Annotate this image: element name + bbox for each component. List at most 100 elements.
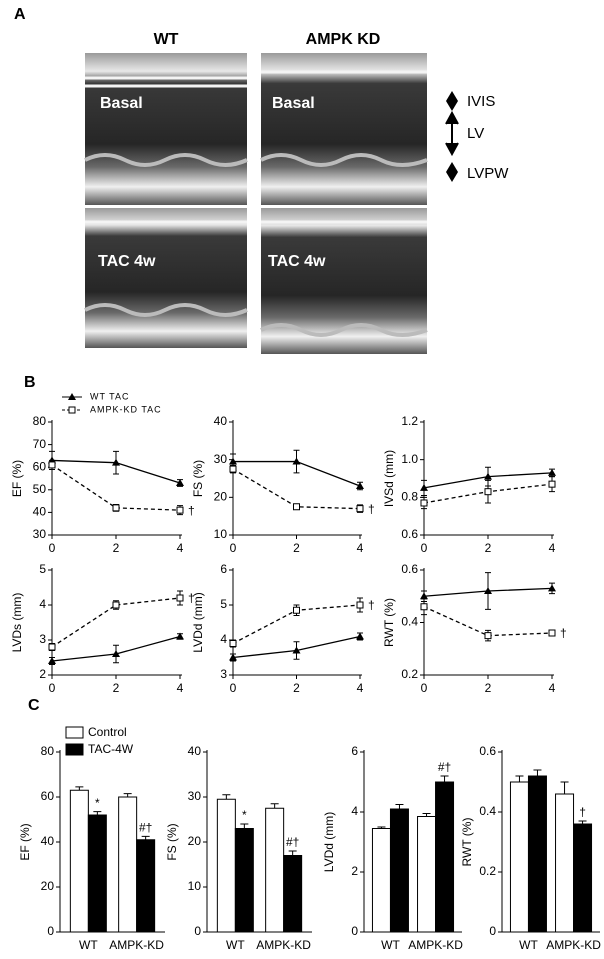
legend-label: TAC-4W: [88, 742, 134, 756]
y-tick-label: 30: [33, 527, 47, 541]
x-tick-label: 0: [49, 681, 56, 695]
bar: [283, 855, 303, 933]
y-tick-label: 80: [41, 744, 55, 758]
x-tick-label: AMPK-KD: [109, 938, 164, 952]
y-axis-label: LVDd (mm): [322, 812, 336, 872]
annotation: *: [95, 796, 100, 810]
marker: [48, 643, 56, 651]
y-tick-label: 0.6: [401, 527, 418, 541]
x-tick-label: 0: [421, 541, 428, 555]
marker: [112, 504, 120, 512]
marker: [112, 458, 120, 466]
y-tick-label: 60: [41, 789, 55, 803]
echo-image: [261, 208, 427, 354]
error-bar: [395, 804, 404, 809]
y-tick-label: 10: [188, 879, 202, 893]
echo-image: [85, 208, 247, 348]
y-axis-label: RWT (%): [460, 818, 474, 867]
marker: [229, 640, 237, 647]
marker: [548, 468, 556, 476]
legend-marker: [68, 406, 76, 414]
echo-key: [445, 91, 459, 182]
y-axis-label: RWT (%): [382, 598, 396, 647]
marker: [229, 465, 237, 473]
panel-label: B: [24, 374, 36, 391]
y-tick-label: 1.0: [401, 452, 418, 466]
marker: [48, 461, 56, 469]
annotation: †: [579, 805, 586, 819]
echo-wave: [84, 153, 428, 337]
x-tick-label: 0: [230, 681, 237, 695]
bar: [118, 796, 138, 933]
bar: [509, 781, 529, 933]
row-label: TAC 4w: [98, 253, 156, 270]
error-bar: [93, 811, 102, 815]
legend-swatch: [65, 743, 84, 756]
y-tick-label: 20: [41, 879, 55, 893]
marker: [484, 488, 492, 496]
marker: [484, 587, 492, 594]
bar: [234, 828, 254, 933]
x-tick-label: 0: [421, 681, 428, 695]
series-line: [51, 597, 181, 648]
x-tick-label: AMPK-KD: [256, 938, 311, 952]
x-tick-label: 2: [485, 681, 492, 695]
marker: [484, 472, 492, 480]
marker: [176, 632, 184, 640]
legend-marker: [68, 393, 76, 400]
error-bar: [123, 793, 132, 797]
y-tick-label: 6: [351, 744, 358, 758]
x-tick-label: WT: [79, 938, 98, 952]
bar: [371, 828, 391, 933]
x-tick-label: 4: [549, 541, 556, 555]
error-bar: [240, 823, 249, 829]
x-tick-label: 2: [485, 541, 492, 555]
x-tick-label: 2: [293, 541, 300, 555]
diamond: [446, 162, 458, 182]
y-tick-label: 0.2: [479, 864, 496, 878]
echo-images: [84, 53, 428, 354]
x-tick-label: 4: [357, 541, 364, 555]
y-tick-label: 0.6: [479, 744, 496, 758]
marker: [112, 650, 120, 657]
error-bar: [141, 835, 150, 840]
y-tick-label: 40: [33, 505, 47, 519]
y-tick-label: 6: [220, 562, 227, 576]
marker: [548, 584, 556, 592]
y-tick-label: 1.2: [401, 414, 418, 428]
row-label: TAC 4w: [268, 253, 326, 270]
echo-image: [85, 53, 247, 205]
error-bar: [75, 786, 84, 791]
marker: [420, 499, 428, 507]
key-label: LV: [467, 125, 484, 142]
marker: [293, 503, 300, 511]
marker: [292, 646, 301, 654]
y-tick-label: 10: [214, 527, 228, 541]
y-axis-label: FS (%): [165, 823, 179, 860]
bar: [216, 798, 236, 933]
error-bar: [560, 781, 569, 794]
y-tick-label: 30: [188, 789, 202, 803]
x-tick-label: 4: [357, 681, 364, 695]
x-tick-label: 0: [230, 541, 237, 555]
annotation: #†: [438, 760, 451, 774]
x-tick-label: WT: [519, 938, 538, 952]
y-tick-label: 0.4: [479, 804, 496, 818]
y-axis-label: LVDd (mm): [191, 592, 205, 652]
y-tick-label: 70: [33, 437, 47, 451]
y-axis-label: EF (%): [18, 823, 32, 860]
y-tick-label: 40: [41, 834, 55, 848]
marker: [356, 482, 364, 490]
error-bar: [270, 803, 279, 809]
marker: [420, 603, 428, 611]
y-tick-label: 5: [220, 597, 227, 611]
y-tick-label: 3: [39, 632, 46, 646]
diamond: [446, 91, 458, 111]
bar: [527, 775, 547, 933]
marker: [112, 601, 120, 609]
marker: [293, 606, 300, 614]
x-tick-label: 4: [177, 541, 184, 555]
marker: [420, 592, 428, 600]
legend-label: AMPK-KD TAC: [90, 404, 162, 414]
